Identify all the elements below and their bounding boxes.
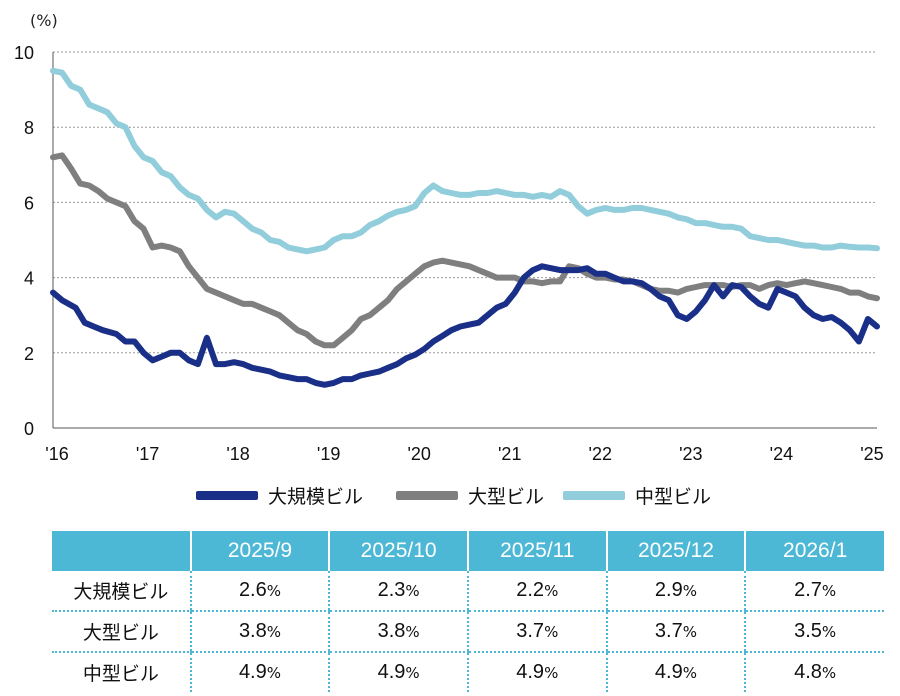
summary-cell: 2.3% [328, 571, 468, 612]
summary-cell-value: 2.7 [794, 579, 822, 601]
x-tick-label: '23 [679, 444, 702, 464]
x-tick-label: '25 [860, 444, 883, 464]
summary-cell-unit: % [544, 664, 559, 682]
y-unit-label: (%) [30, 11, 58, 30]
y-tick-label: 10 [14, 43, 34, 63]
x-tick-label: '24 [770, 444, 793, 464]
summary-cell-unit: % [821, 664, 837, 682]
summary-cell-value: 3.7 [516, 620, 545, 642]
summary-cell-unit: % [266, 582, 282, 600]
summary-cell-unit: % [682, 664, 697, 682]
legend-item: 中型ビル [563, 480, 711, 510]
summary-cell: 3.5% [744, 611, 884, 653]
x-tick-label: '19 [317, 444, 340, 464]
summary-cell-unit: % [266, 623, 282, 641]
summary-cell-value: 3.8 [377, 620, 406, 642]
x-tick-label: '16 [45, 444, 68, 464]
legend-swatch [563, 490, 625, 500]
summary-row-label: 大規模ビル [52, 571, 191, 612]
legend-item: 大型ビル [396, 480, 544, 510]
summary-cell-unit: % [544, 623, 559, 641]
summary-cell-value: 4.8 [794, 661, 822, 683]
x-tick-label: '21 [498, 444, 521, 464]
summary-cell: 4.9% [328, 652, 468, 692]
chart-legend: 大規模ビル 大型ビル 中型ビル [0, 480, 900, 510]
summary-cell: 3.7% [605, 611, 746, 653]
legend-swatch [396, 490, 458, 500]
summary-cell-value: 2.2 [516, 579, 545, 601]
summary-cell-unit: % [682, 582, 697, 600]
summary-cell: 4.9% [189, 652, 330, 692]
legend-label: 中型ビル [635, 485, 712, 508]
summary-corner-cell [52, 531, 191, 571]
summary-row: 大規模ビル 2.6% 2.3% 2.2% 2.9% 2.7% [52, 571, 884, 612]
summary-cell-value: 4.9 [516, 661, 545, 683]
summary-col-header: 2025/11 [466, 531, 607, 571]
legend-label: 大規模ビル [268, 485, 364, 508]
summary-cell-unit: % [544, 582, 559, 600]
summary-cell-value: 2.6 [238, 579, 267, 601]
summary-col-header: 2025/12 [605, 531, 746, 571]
x-tick-label: '17 [136, 444, 159, 464]
summary-header-row: 2025/9 2025/10 2025/11 2025/12 2026/1 [52, 531, 884, 571]
summary-table: 2025/9 2025/10 2025/11 2025/12 2026/1 大規… [52, 531, 884, 692]
summary-cell: 4.9% [466, 652, 607, 692]
summary-col-header: 2025/9 [189, 531, 330, 571]
summary-cell-value: 3.5 [794, 620, 822, 642]
summary-cell-unit: % [405, 664, 420, 682]
x-tick-label: '18 [226, 444, 249, 464]
x-tick-label: '20 [407, 444, 430, 464]
summary-cell-unit: % [405, 582, 420, 600]
y-tick-label: 0 [24, 419, 34, 439]
vacancy-rate-line-chart: (%) 0 2 4 6 8 10 '16 '17 '18 '19 '20 '21 '22 '23 '24 '25 [14, 11, 884, 464]
summary-cell-value: 2.9 [654, 579, 683, 601]
summary-cell-value: 4.9 [238, 661, 267, 683]
y-tick-label: 4 [24, 269, 34, 289]
summary-cell: 2.9% [605, 571, 746, 612]
summary-cell: 3.7% [466, 611, 607, 653]
summary-row: 大型ビル 3.8% 3.8% 3.7% 3.7% 3.5% [52, 611, 884, 653]
summary-cell: 3.8% [328, 611, 468, 653]
summary-cell-value: 2.3 [377, 579, 406, 601]
summary-col-header: 2026/1 [744, 531, 884, 571]
summary-cell-value: 4.9 [654, 661, 683, 683]
summary-cell: 2.2% [466, 571, 607, 612]
legend-item: 大規模ビル [196, 480, 363, 510]
summary-cell-value: 4.9 [377, 661, 406, 683]
y-tick-label: 6 [24, 193, 34, 213]
summary-cell-unit: % [821, 623, 837, 641]
summary-cell: 2.7% [744, 571, 884, 612]
summary-cell: 2.6% [189, 571, 330, 612]
summary-cell-value: 3.8 [238, 620, 267, 642]
x-tick-label: '22 [589, 444, 612, 464]
legend-swatch [196, 490, 258, 500]
legend-label: 大型ビル [468, 485, 545, 508]
y-tick-label: 8 [24, 118, 34, 138]
summary-cell-value: 3.7 [654, 620, 683, 642]
summary-row-label: 大型ビル [52, 611, 191, 653]
summary-cell-unit: % [266, 664, 282, 682]
summary-cell-unit: % [405, 623, 420, 641]
summary-col-header: 2025/10 [328, 531, 468, 571]
series-line-0 [50, 263, 880, 388]
summary-row: 中型ビル 4.9% 4.9% 4.9% 4.9% 4.8% [52, 652, 884, 692]
summary-cell: 3.8% [189, 611, 330, 653]
summary-cell-unit: % [682, 623, 697, 641]
summary-row-label: 中型ビル [82, 663, 159, 685]
series-line-2 [50, 67, 880, 255]
summary-cell: 4.8% [744, 652, 884, 692]
y-tick-label: 2 [24, 344, 34, 364]
summary-cell-unit: % [821, 582, 837, 600]
summary-cell: 4.9% [605, 652, 746, 692]
